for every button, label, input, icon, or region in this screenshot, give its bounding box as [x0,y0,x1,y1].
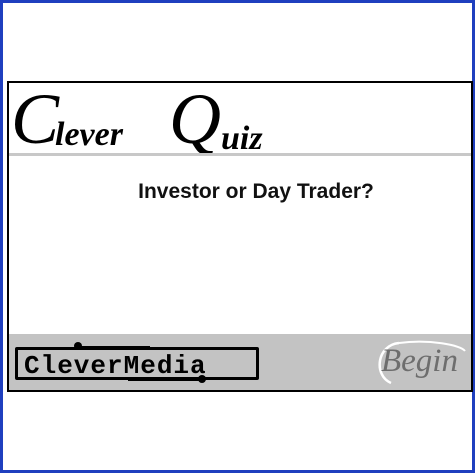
clevermedia-logo[interactable]: CleverMedia [15,342,259,383]
logo-word-clever-tail: lever [55,116,124,153]
quiz-title: Investor or Day Trader? [138,180,374,203]
logo-initial-q: Q [169,83,221,159]
logo-line-bottom [128,379,204,381]
logo-line-top [78,346,150,348]
footer-bar: CleverMedia Begin [9,334,471,390]
cleverquiz-logo: C lever Q uiz [11,83,263,159]
logo-word-quiz-tail: uiz [221,120,263,157]
logo-dot [198,375,206,383]
logo-initial-c: C [11,83,60,159]
begin-button[interactable]: Begin [369,337,469,389]
quiz-stage: C lever Q uiz Investor or Day Trader? Cl… [7,81,473,392]
logo-dot [74,342,82,350]
brand-name: CleverMedia [24,351,207,381]
header-divider [9,153,471,156]
begin-swoosh-icon [378,340,466,385]
begin-label: Begin [381,343,458,379]
